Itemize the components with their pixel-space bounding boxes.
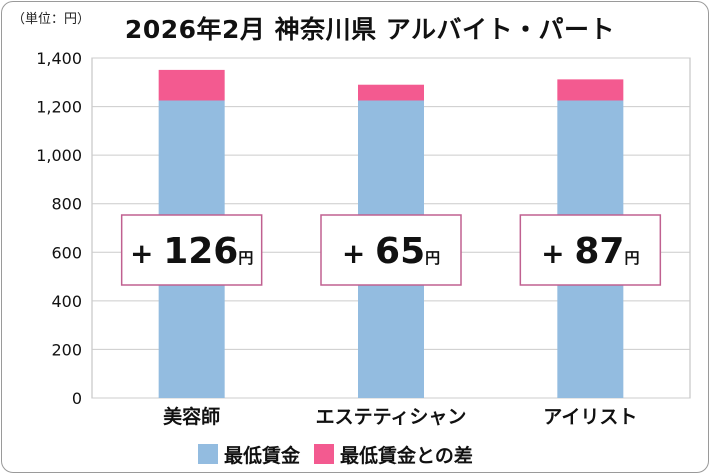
diff-value: 65 <box>375 231 425 272</box>
unit-label: （単位：円） <box>12 12 91 27</box>
annotation-layer: + 126円 + 65円 + 87円 <box>120 214 662 286</box>
category-label: エステティシャン <box>316 406 467 428</box>
y-tick-label: 1,200 <box>36 98 82 117</box>
diff-value: 126 <box>163 231 238 272</box>
legend-item-diff: 最低賃金との差 <box>314 441 473 468</box>
legend-label-base: 最低賃金 <box>224 444 301 467</box>
y-tick-label: 1,000 <box>36 146 82 165</box>
legend: 最低賃金 最低賃金との差 <box>198 439 473 469</box>
diff-annotation: + 126円 <box>130 231 253 272</box>
diff-value: 87 <box>574 231 624 272</box>
diff-annotation: + 87円 <box>541 231 639 272</box>
diff-sign: + <box>541 237 574 270</box>
diff-annotation-box <box>519 214 662 286</box>
diff-annotation-box <box>120 214 263 286</box>
diff-annotation-box <box>320 214 462 286</box>
category-label: 美容師 <box>163 405 220 428</box>
category-label: アイリスト <box>543 406 637 428</box>
chart-title: 2026年2月 神奈川県 アルバイト・パート <box>124 15 616 44</box>
axis-layer: 0 200 400 600 800 1,000 1,200 1,400 美容師 エステティシャン ア… <box>36 49 637 428</box>
y-tick-label: 1,400 <box>36 49 82 68</box>
diff-annotation: + 65円 <box>342 231 440 272</box>
diff-unit: 円 <box>238 249 253 267</box>
diff-unit: 円 <box>425 249 440 267</box>
diff-sign: + <box>130 237 163 270</box>
y-tick-label: 600 <box>51 243 82 262</box>
legend-label-diff: 最低賃金との差 <box>340 444 473 467</box>
y-tick-label: 200 <box>51 340 82 359</box>
y-tick-label: 0 <box>72 389 82 408</box>
diff-sign: + <box>342 237 375 270</box>
legend-swatch-diff <box>314 444 335 464</box>
bar-diff <box>557 79 624 101</box>
y-tick-label: 400 <box>51 292 82 311</box>
legend-swatch-base <box>198 444 218 464</box>
diff-unit: 円 <box>624 249 639 267</box>
bar-diff <box>358 84 424 101</box>
legend-item-base: 最低賃金 <box>198 441 300 468</box>
bar-diff <box>158 69 225 101</box>
y-tick-label: 800 <box>51 195 82 214</box>
